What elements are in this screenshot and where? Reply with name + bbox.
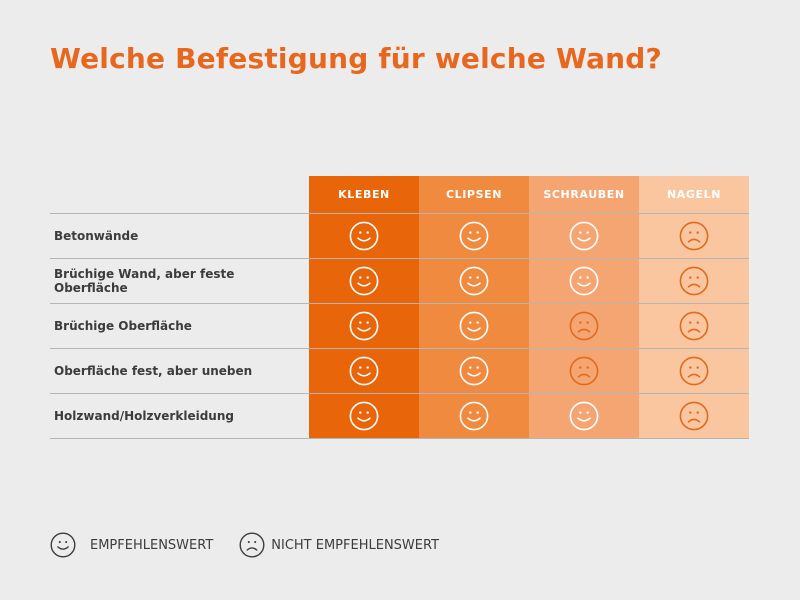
rating-cell-nageln bbox=[639, 394, 749, 438]
rating-cell-kleben bbox=[309, 304, 419, 348]
rating-cell-kleben bbox=[309, 259, 419, 303]
rating-cell-schrauben bbox=[529, 349, 639, 393]
smile-icon bbox=[459, 311, 489, 341]
column-header-schrauben: SCHRAUBEN bbox=[529, 176, 639, 213]
table-row: Brüchige Oberfläche bbox=[50, 303, 749, 348]
column-header-row: KLEBEN CLIPSEN SCHRAUBEN NAGELN bbox=[50, 176, 749, 213]
legend-label-not-recommended: NICHT EMPFEHLENSWERT bbox=[271, 537, 440, 553]
frown-icon bbox=[679, 266, 709, 296]
smile-icon bbox=[569, 266, 599, 296]
row-label: Oberfläche fest, aber uneben bbox=[54, 364, 253, 378]
legend-item-recommended: EMPFEHLENSWERT bbox=[50, 532, 213, 558]
rating-cell-schrauben bbox=[529, 304, 639, 348]
recommendation-matrix: KLEBEN CLIPSEN SCHRAUBEN NAGELN Betonwän… bbox=[50, 176, 749, 439]
legend: EMPFEHLENSWERT NICHT EMPFEHLENSWERT bbox=[50, 532, 465, 558]
table-row: Oberfläche fest, aber uneben bbox=[50, 348, 749, 393]
column-header-kleben: KLEBEN bbox=[309, 176, 419, 213]
frown-icon bbox=[569, 311, 599, 341]
rating-cell-clipsen bbox=[419, 304, 529, 348]
frown-icon bbox=[679, 356, 709, 386]
rating-cell-clipsen bbox=[419, 214, 529, 258]
frown-icon bbox=[569, 356, 599, 386]
header-spacer bbox=[50, 176, 309, 213]
row-label: Holzwand/Holzverkleidung bbox=[54, 409, 234, 423]
smile-icon bbox=[349, 311, 379, 341]
rating-cell-clipsen bbox=[419, 259, 529, 303]
rating-cell-schrauben bbox=[529, 214, 639, 258]
rating-cell-clipsen bbox=[419, 349, 529, 393]
rating-cell-clipsen bbox=[419, 394, 529, 438]
smile-icon bbox=[349, 401, 379, 431]
table-row: Brüchige Wand, aber feste Oberfläche bbox=[50, 258, 749, 303]
frown-icon bbox=[679, 311, 709, 341]
smile-icon bbox=[569, 221, 599, 251]
rating-cell-schrauben bbox=[529, 394, 639, 438]
legend-item-not-recommended: NICHT EMPFEHLENSWERT bbox=[239, 532, 439, 558]
column-header-clipsen: CLIPSEN bbox=[419, 176, 529, 213]
legend-label-recommended: EMPFEHLENSWERT bbox=[90, 537, 214, 553]
smile-icon bbox=[349, 221, 379, 251]
frown-icon bbox=[239, 532, 265, 558]
smile-icon bbox=[459, 401, 489, 431]
rating-cell-nageln bbox=[639, 304, 749, 348]
rating-cell-schrauben bbox=[529, 259, 639, 303]
smile-icon bbox=[349, 266, 379, 296]
smile-icon bbox=[459, 266, 489, 296]
column-header-nageln: NAGELN bbox=[639, 176, 749, 213]
row-label: Betonwände bbox=[54, 229, 139, 243]
smile-icon bbox=[50, 532, 76, 558]
rating-cell-nageln bbox=[639, 349, 749, 393]
rating-cell-kleben bbox=[309, 394, 419, 438]
page-title: Welche Befestigung für welche Wand? bbox=[50, 42, 662, 75]
rating-cell-kleben bbox=[309, 349, 419, 393]
matrix-rows: Betonwände Brüchige Wand, aber feste Ober… bbox=[50, 213, 749, 439]
smile-icon bbox=[459, 221, 489, 251]
rating-cell-nageln bbox=[639, 214, 749, 258]
table-row: Holzwand/Holzverkleidung bbox=[50, 393, 749, 439]
frown-icon bbox=[679, 221, 709, 251]
smile-icon bbox=[459, 356, 489, 386]
row-label: Brüchige Oberfläche bbox=[54, 319, 192, 333]
table-row: Betonwände bbox=[50, 213, 749, 258]
rating-cell-kleben bbox=[309, 214, 419, 258]
rating-cell-nageln bbox=[639, 259, 749, 303]
smile-icon bbox=[569, 401, 599, 431]
smile-icon bbox=[349, 356, 379, 386]
frown-icon bbox=[679, 401, 709, 431]
row-label: Brüchige Wand, aber feste Oberfläche bbox=[54, 267, 235, 295]
